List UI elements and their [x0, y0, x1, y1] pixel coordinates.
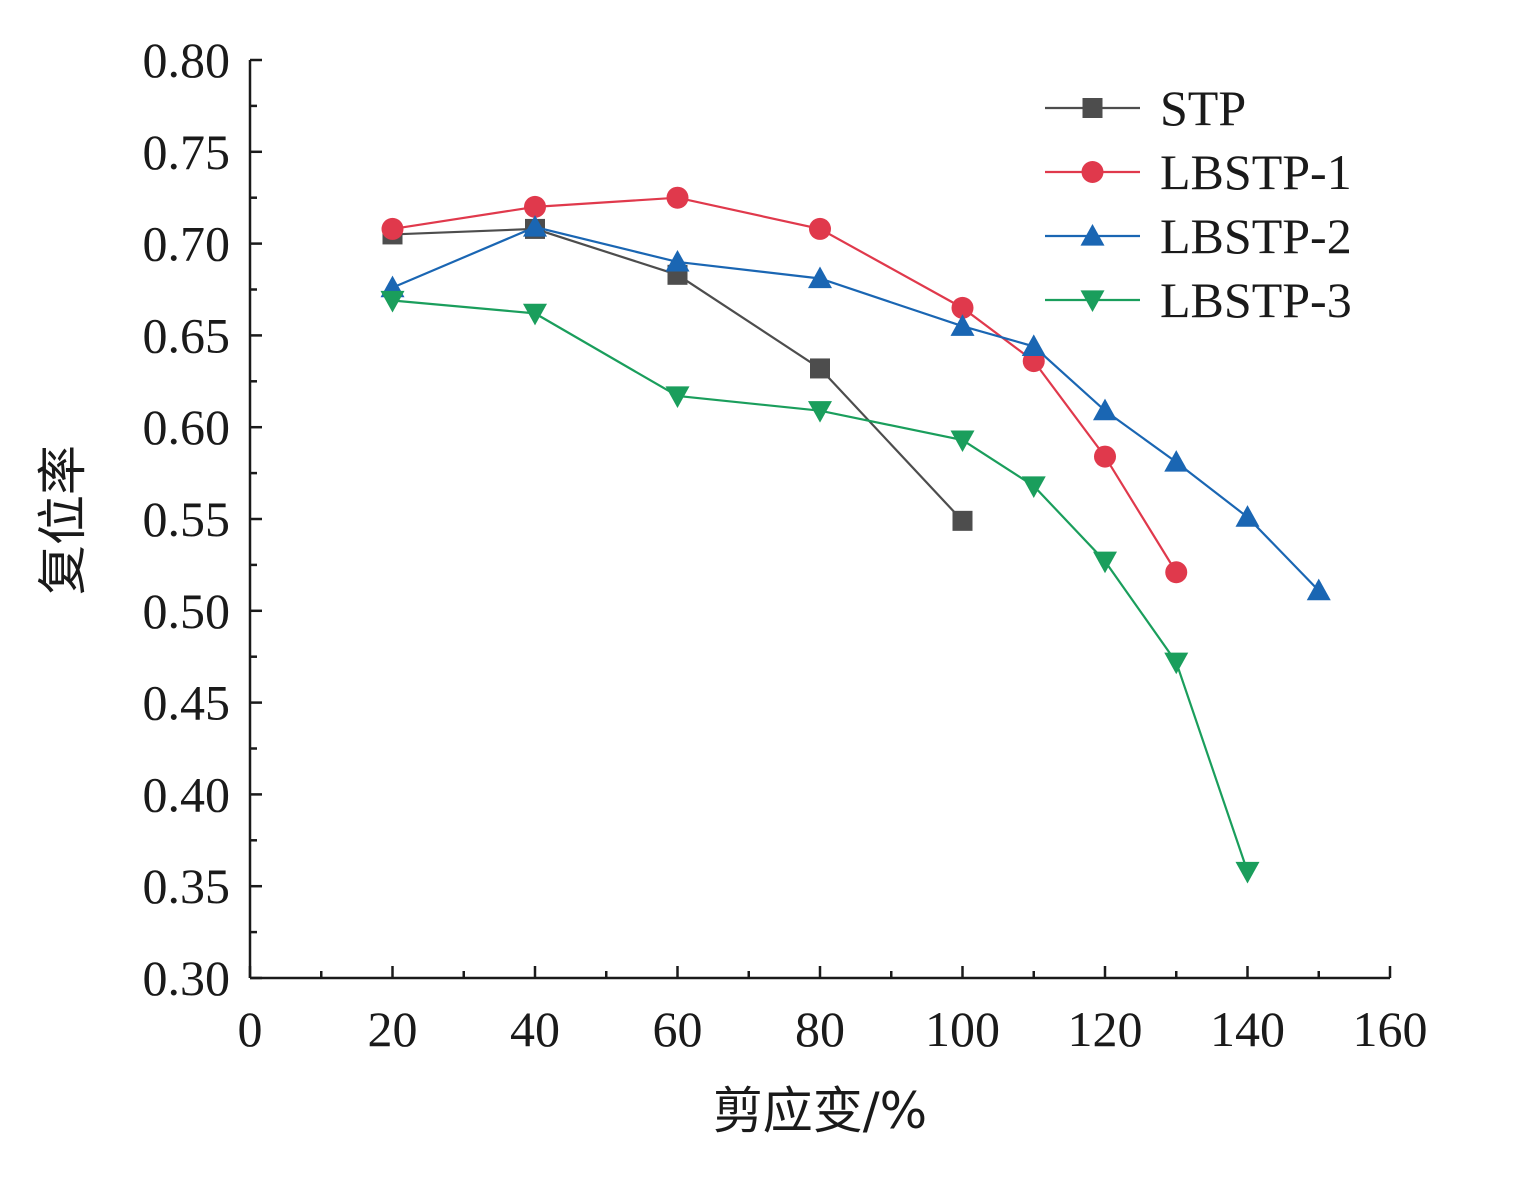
data-point	[950, 430, 975, 453]
series-line	[392, 196, 1178, 573]
series-lbstp-2	[380, 215, 1331, 601]
legend-marker	[1081, 161, 1104, 183]
y-tick-label: 0.50	[143, 583, 231, 639]
legend-item: LBSTP-2	[1045, 208, 1352, 264]
x-tick-label: 0	[238, 1001, 263, 1057]
data-point	[1164, 450, 1189, 472]
y-tick-label: 0.55	[143, 491, 231, 547]
data-point	[1306, 578, 1331, 601]
legend: STP LBSTP-1 LBSTP-2 LBSTP-3	[1045, 80, 1352, 328]
y-tick-label: 0.30	[143, 950, 231, 1006]
data-point	[809, 217, 831, 240]
data-point	[1021, 334, 1046, 357]
y-tick-label: 0.75	[143, 124, 231, 180]
data-point	[951, 296, 974, 319]
data-point	[1094, 445, 1116, 468]
y-tick-label: 0.35	[143, 858, 231, 914]
y-axis-title: 复位率	[34, 445, 92, 595]
data-point	[1093, 551, 1117, 574]
tick-labels: 0 20 40 60 80 100 120 140 160 0.30 0.35 0.40 0.45 0.5…	[143, 32, 1428, 1057]
y-tick-label: 0.70	[143, 216, 231, 272]
data-point	[380, 290, 405, 313]
data-point	[810, 358, 830, 379]
data-point	[1235, 505, 1260, 527]
series-line	[392, 299, 1249, 872]
y-tick-label: 0.40	[143, 766, 231, 822]
data-point	[381, 217, 404, 240]
legend-label: LBSTP-2	[1160, 208, 1352, 264]
legend-label: LBSTP-1	[1160, 144, 1352, 200]
legend-label: STP	[1160, 80, 1246, 136]
x-tick-label: 60	[653, 1001, 703, 1057]
y-tick-label: 0.45	[143, 675, 231, 731]
data-point	[1093, 398, 1117, 421]
data-point	[523, 215, 547, 237]
x-axis-title: 剪应变/%	[713, 1082, 927, 1140]
data-point	[523, 303, 547, 326]
legend-item: LBSTP-1	[1045, 144, 1352, 200]
data-point	[1164, 652, 1189, 675]
data-point	[808, 401, 832, 423]
x-tick-label: 80	[795, 1001, 845, 1057]
data-point	[950, 314, 975, 336]
legend-item: STP	[1045, 80, 1246, 136]
data-point	[808, 266, 832, 289]
legend-marker	[1080, 224, 1105, 246]
data-point	[665, 249, 690, 272]
y-tick-label: 0.80	[143, 32, 231, 88]
data-point	[1235, 861, 1260, 884]
x-tick-label: 140	[1210, 1001, 1285, 1057]
data-point	[524, 195, 546, 218]
legend-label: LBSTP-3	[1160, 272, 1352, 328]
x-tick-label: 120	[1068, 1001, 1143, 1057]
data-point	[952, 510, 973, 531]
y-tick-label: 0.65	[143, 307, 231, 363]
series-lbstp-3	[380, 290, 1260, 884]
series-lbstp-1	[381, 186, 1188, 584]
data-point	[1165, 561, 1188, 584]
legend-item: LBSTP-3	[1045, 272, 1352, 328]
data-point	[1021, 476, 1046, 498]
series-line	[392, 225, 1320, 592]
data-point	[665, 386, 690, 408]
x-tick-label: 160	[1353, 1001, 1428, 1057]
x-tick-label: 100	[925, 1001, 1000, 1057]
ticks	[248, 58, 1392, 980]
data-point	[666, 186, 689, 209]
y-tick-label: 0.60	[143, 399, 231, 455]
legend-marker	[1082, 98, 1103, 118]
x-tick-label: 20	[368, 1001, 418, 1057]
x-tick-label: 40	[510, 1001, 560, 1057]
legend-marker	[1080, 290, 1105, 312]
series-layer	[380, 186, 1331, 884]
